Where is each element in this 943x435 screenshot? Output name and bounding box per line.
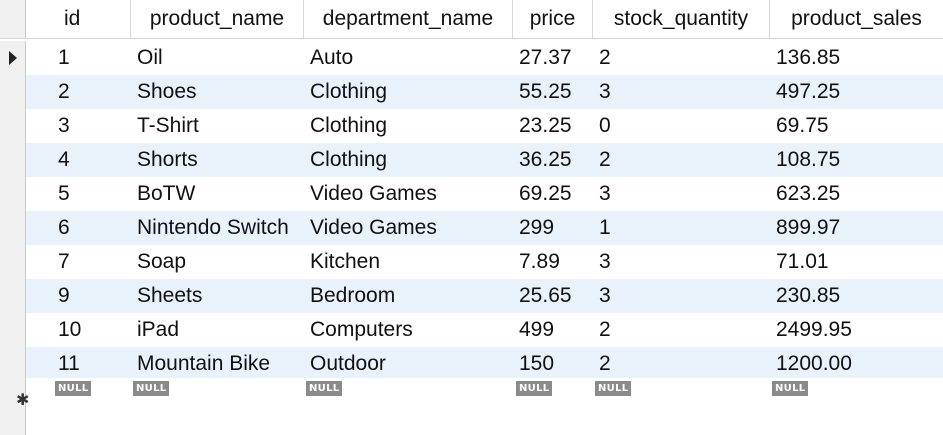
new-row-asterisk-icon: ✱: [16, 392, 30, 409]
cell-stock-quantity[interactable]: 3: [599, 284, 611, 307]
table-row[interactable]: 3 T-Shirt Clothing 23.25 0 69.75: [0, 109, 943, 143]
cell-product-name[interactable]: Soap: [137, 250, 187, 273]
null-badge-department-name[interactable]: NULL: [306, 381, 343, 396]
null-badge-stock-quantity[interactable]: NULL: [595, 381, 632, 396]
cell-stock-quantity[interactable]: 3: [599, 80, 611, 103]
row-selector[interactable]: [0, 143, 26, 177]
row-selector[interactable]: [0, 177, 26, 211]
cell-stock-quantity[interactable]: 3: [599, 182, 611, 205]
row-selector[interactable]: [0, 279, 26, 313]
column-header-department-name[interactable]: department_name: [304, 0, 513, 38]
null-badge-id[interactable]: NULL: [55, 381, 92, 396]
cell-product-name[interactable]: Shoes: [137, 80, 197, 103]
cell-department-name[interactable]: Kitchen: [310, 250, 381, 273]
cell-department-name[interactable]: Auto: [310, 46, 354, 69]
grid-header: id product_name department_name price st…: [0, 0, 943, 39]
row-selector[interactable]: [0, 41, 26, 75]
cell-product-name[interactable]: Oil: [137, 46, 163, 69]
header-corner[interactable]: [0, 0, 26, 38]
cell-product-sales[interactable]: 230.85: [776, 284, 841, 307]
column-header-product-name[interactable]: product_name: [131, 0, 304, 38]
table-row[interactable]: 5 BoTW Video Games 69.25 3 623.25: [0, 177, 943, 211]
cell-stock-quantity[interactable]: 2: [599, 46, 611, 69]
table-row[interactable]: 1 Oil Auto 27.37 2 136.85: [0, 41, 943, 75]
row-selector[interactable]: [0, 75, 26, 109]
cell-price[interactable]: 55.25: [519, 80, 572, 103]
table-row[interactable]: 10 iPad Computers 499 2 2499.95: [0, 313, 943, 347]
cell-department-name[interactable]: Computers: [310, 318, 413, 341]
cell-stock-quantity[interactable]: 2: [599, 352, 611, 375]
table-row[interactable]: 7 Soap Kitchen 7.89 3 71.01: [0, 245, 943, 279]
table-row[interactable]: 9 Sheets Bedroom 25.65 3 230.85: [0, 279, 943, 313]
cell-product-name[interactable]: iPad: [137, 318, 180, 341]
cell-id[interactable]: 3: [58, 114, 70, 137]
row-selector[interactable]: [0, 313, 26, 347]
row-selector[interactable]: [0, 109, 26, 143]
cell-product-name[interactable]: Sheets: [137, 284, 203, 307]
cell-product-name[interactable]: T-Shirt: [137, 114, 199, 137]
cell-id[interactable]: 1: [58, 46, 70, 69]
cell-price[interactable]: 150: [519, 352, 555, 375]
cell-product-sales[interactable]: 623.25: [776, 182, 841, 205]
row-selector[interactable]: [0, 347, 26, 381]
table-row[interactable]: 11 Mountain Bike Outdoor 150 2 1200.00: [0, 347, 943, 381]
cell-product-name[interactable]: Mountain Bike: [137, 352, 271, 375]
table-row[interactable]: 2 Shoes Clothing 55.25 3 497.25: [0, 75, 943, 109]
cell-product-sales[interactable]: 497.25: [776, 80, 841, 103]
cell-stock-quantity[interactable]: 1: [599, 216, 611, 239]
cell-stock-quantity[interactable]: 3: [599, 250, 611, 273]
cell-product-sales[interactable]: 899.97: [776, 216, 841, 239]
cell-product-sales[interactable]: 108.75: [776, 148, 841, 171]
cell-product-sales[interactable]: 71.01: [776, 250, 829, 273]
cell-stock-quantity[interactable]: 2: [599, 148, 611, 171]
column-header-price[interactable]: price: [513, 0, 593, 38]
cell-department-name[interactable]: Video Games: [310, 216, 437, 239]
new-row-selector[interactable]: ✱: [0, 378, 30, 435]
column-header-id[interactable]: id: [52, 0, 131, 38]
cell-stock-quantity[interactable]: 2: [599, 318, 611, 341]
cell-product-sales[interactable]: 136.85: [776, 46, 841, 69]
current-row-arrow-icon: [8, 51, 17, 65]
cell-department-name[interactable]: Outdoor: [310, 352, 386, 375]
row-selector[interactable]: [0, 245, 26, 279]
cell-id[interactable]: 10: [58, 318, 82, 341]
new-row[interactable]: ✱ NULL NULL NULL NULL NULL NULL: [0, 378, 943, 435]
cell-department-name[interactable]: Video Games: [310, 182, 437, 205]
cell-department-name[interactable]: Clothing: [310, 148, 388, 171]
cell-price[interactable]: 69.25: [519, 182, 572, 205]
cell-department-name[interactable]: Clothing: [310, 114, 388, 137]
cell-product-name[interactable]: Shorts: [137, 148, 198, 171]
cell-product-sales[interactable]: 2499.95: [776, 318, 852, 341]
cell-price[interactable]: 27.37: [519, 46, 572, 69]
null-badge-product-name[interactable]: NULL: [133, 381, 170, 396]
cell-price[interactable]: 23.25: [519, 114, 572, 137]
cell-id[interactable]: 7: [58, 250, 70, 273]
table-row[interactable]: 4 Shorts Clothing 36.25 2 108.75: [0, 143, 943, 177]
table-row[interactable]: 6 Nintendo Switch Video Games 299 1 899.…: [0, 211, 943, 245]
cell-product-sales[interactable]: 1200.00: [776, 352, 852, 375]
cell-product-sales[interactable]: 69.75: [776, 114, 829, 137]
cell-product-name[interactable]: BoTW: [137, 182, 196, 205]
cell-product-name[interactable]: Nintendo Switch: [137, 216, 289, 239]
cell-price[interactable]: 7.89: [519, 250, 560, 273]
cell-id[interactable]: 11: [58, 352, 80, 375]
column-header-stock-quantity[interactable]: stock_quantity: [593, 0, 770, 38]
cell-id[interactable]: 2: [58, 80, 70, 103]
row-selector[interactable]: [0, 211, 26, 245]
cell-price[interactable]: 36.25: [519, 148, 572, 171]
cell-id[interactable]: 9: [58, 284, 70, 307]
cell-id[interactable]: 6: [58, 216, 70, 239]
cell-price[interactable]: 25.65: [519, 284, 572, 307]
cell-id[interactable]: 5: [58, 182, 70, 205]
cell-price[interactable]: 499: [519, 318, 555, 341]
column-header-product-sales[interactable]: product_sales: [791, 7, 922, 30]
cell-department-name[interactable]: Clothing: [310, 80, 388, 103]
cell-department-name[interactable]: Bedroom: [310, 284, 396, 307]
null-badge-product-sales[interactable]: NULL: [772, 381, 809, 396]
null-badge-price[interactable]: NULL: [516, 381, 553, 396]
cell-id[interactable]: 4: [58, 148, 70, 171]
cell-stock-quantity[interactable]: 0: [599, 114, 611, 137]
cell-price[interactable]: 299: [519, 216, 555, 239]
